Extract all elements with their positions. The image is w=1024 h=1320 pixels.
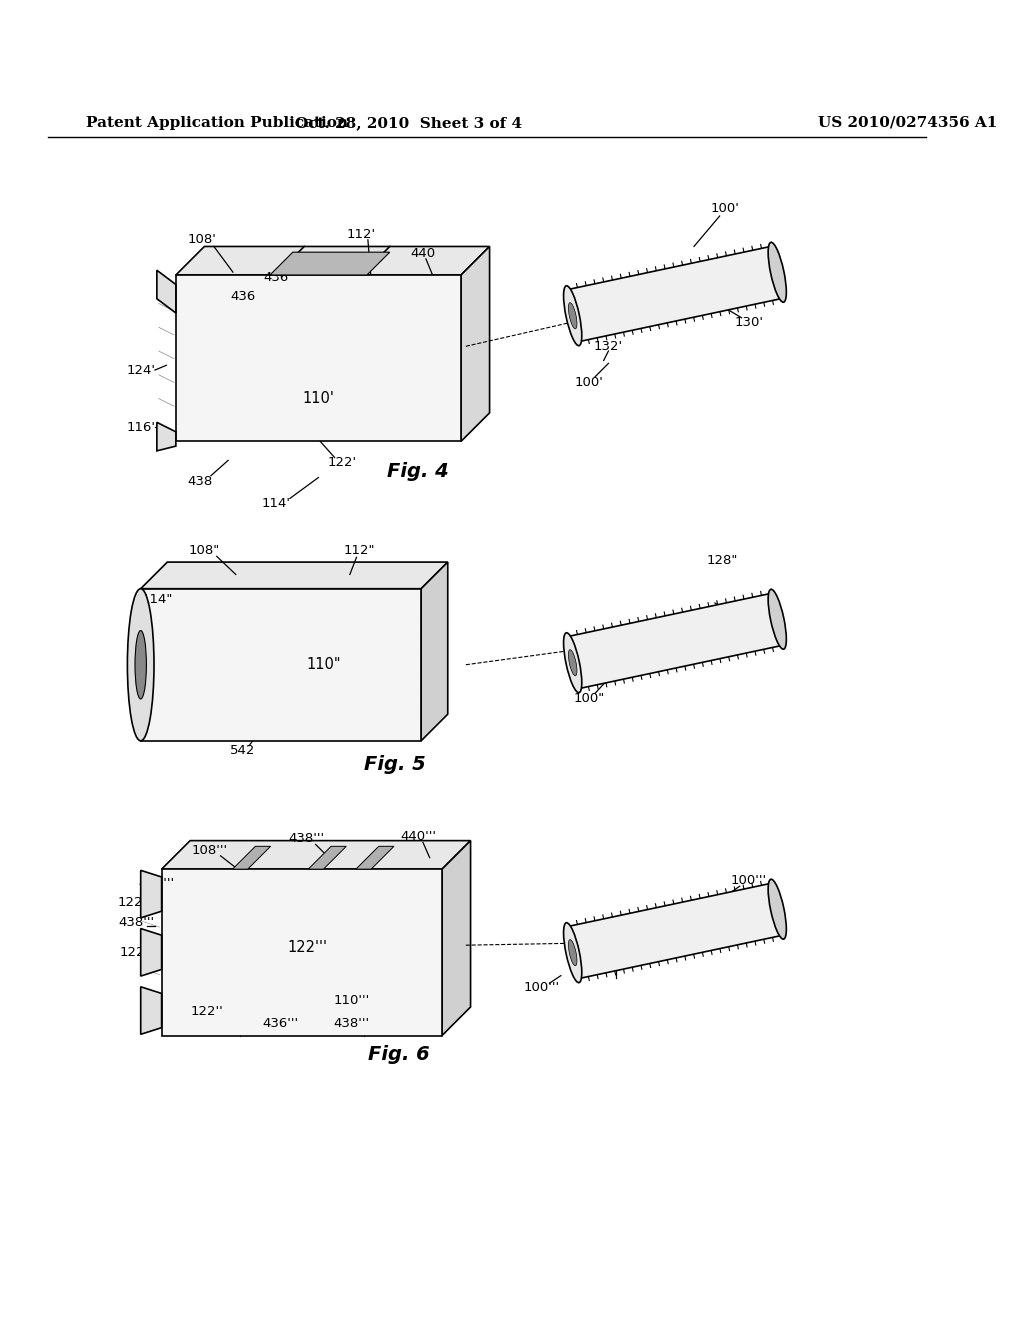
Polygon shape xyxy=(162,841,471,869)
Text: Fig. 5: Fig. 5 xyxy=(364,755,425,774)
Text: 112": 112" xyxy=(344,544,375,557)
Polygon shape xyxy=(176,275,461,441)
Text: Oct. 28, 2010  Sheet 3 of 4: Oct. 28, 2010 Sheet 3 of 4 xyxy=(295,116,522,129)
Ellipse shape xyxy=(127,589,154,741)
Polygon shape xyxy=(308,846,346,869)
Text: 128': 128' xyxy=(608,281,637,294)
Text: 108''': 108''' xyxy=(191,843,227,857)
Ellipse shape xyxy=(768,879,786,939)
Polygon shape xyxy=(140,562,447,589)
Polygon shape xyxy=(461,247,489,441)
Polygon shape xyxy=(356,846,394,869)
Ellipse shape xyxy=(768,589,786,649)
Polygon shape xyxy=(176,247,489,275)
Text: 114': 114' xyxy=(261,496,290,510)
Polygon shape xyxy=(567,247,782,342)
Text: 100': 100' xyxy=(574,376,604,389)
Polygon shape xyxy=(140,928,162,975)
Text: 122''': 122''' xyxy=(287,940,327,954)
Polygon shape xyxy=(567,593,782,689)
Polygon shape xyxy=(421,562,447,741)
Text: 130": 130" xyxy=(735,615,767,628)
Text: 128": 128" xyxy=(707,553,738,566)
Text: Fig. 4: Fig. 4 xyxy=(387,462,450,482)
Polygon shape xyxy=(232,846,270,869)
Text: 440: 440 xyxy=(411,247,435,260)
Text: 132': 132' xyxy=(594,339,623,352)
Ellipse shape xyxy=(568,940,577,966)
Text: 122': 122' xyxy=(328,455,356,469)
Polygon shape xyxy=(140,987,162,1035)
Text: 438''': 438''' xyxy=(288,832,325,845)
Text: 130': 130' xyxy=(734,315,764,329)
Text: 100': 100' xyxy=(711,202,739,215)
Text: 436''': 436''' xyxy=(139,876,175,890)
Ellipse shape xyxy=(568,302,577,329)
Text: 122'': 122'' xyxy=(120,946,153,960)
Text: 438''': 438''' xyxy=(334,1016,370,1030)
Text: 436: 436 xyxy=(263,272,289,284)
Text: 114": 114" xyxy=(141,593,173,606)
Text: 132": 132" xyxy=(593,659,625,672)
Ellipse shape xyxy=(563,632,582,693)
Polygon shape xyxy=(157,422,176,451)
Text: 112': 112' xyxy=(347,227,376,240)
Text: 110": 110" xyxy=(306,657,340,672)
Polygon shape xyxy=(567,883,782,978)
Text: 542: 542 xyxy=(229,743,255,756)
Text: 440''': 440''' xyxy=(400,830,436,843)
Text: 124': 124' xyxy=(126,363,156,376)
Text: 108": 108" xyxy=(188,544,220,557)
Text: 436''': 436''' xyxy=(262,1016,299,1030)
Ellipse shape xyxy=(563,923,582,982)
Polygon shape xyxy=(140,870,162,917)
Text: 110''': 110''' xyxy=(334,994,370,1007)
Text: 122''': 122''' xyxy=(118,896,155,909)
Ellipse shape xyxy=(135,631,146,700)
Text: 438: 438 xyxy=(187,475,212,488)
Text: Patent Application Publication: Patent Application Publication xyxy=(86,116,347,129)
Text: 100''': 100''' xyxy=(524,982,560,994)
Text: 130''': 130''' xyxy=(733,929,769,942)
Polygon shape xyxy=(270,252,390,275)
Text: Fig. 6: Fig. 6 xyxy=(369,1045,430,1064)
Polygon shape xyxy=(140,589,421,741)
Polygon shape xyxy=(442,841,471,1035)
Text: 128''': 128''' xyxy=(609,915,645,928)
Text: 116': 116' xyxy=(126,421,156,433)
Text: 100''': 100''' xyxy=(731,874,767,887)
Text: 110': 110' xyxy=(302,391,335,407)
Text: 436: 436 xyxy=(230,290,256,304)
Ellipse shape xyxy=(568,649,577,676)
Text: 438''': 438''' xyxy=(118,916,154,929)
Text: 132''': 132''' xyxy=(595,956,632,969)
Text: 100": 100" xyxy=(573,692,605,705)
Text: 122'': 122'' xyxy=(190,1006,223,1018)
Polygon shape xyxy=(162,869,442,1035)
Text: 438: 438 xyxy=(325,252,350,265)
Text: US 2010/0274356 A1: US 2010/0274356 A1 xyxy=(817,116,997,129)
Polygon shape xyxy=(157,271,176,313)
Ellipse shape xyxy=(563,285,582,346)
Ellipse shape xyxy=(768,243,786,302)
Text: 108': 108' xyxy=(188,234,217,247)
